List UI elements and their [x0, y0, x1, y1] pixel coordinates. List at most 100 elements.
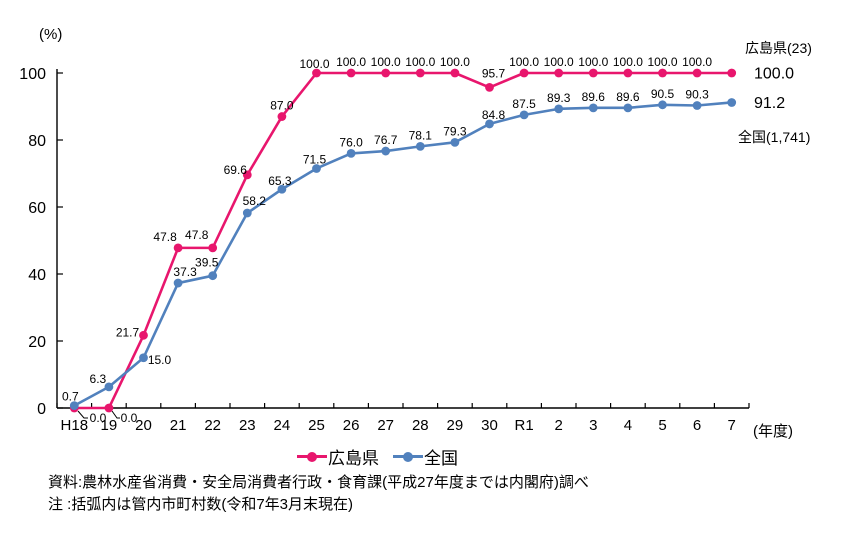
series-marker-1 — [277, 184, 287, 194]
y-axis-unit-label: (%) — [39, 26, 63, 43]
series-marker-0 — [139, 330, 148, 340]
data-label: 0.0 — [121, 411, 138, 425]
data-label: 79.3 — [443, 124, 467, 138]
footnotes: 資料:農林水産省消費・安全局消費者行政・食育課(平成27年度までは内閣府)調べ … — [48, 472, 589, 516]
y-tick-label: 60 — [28, 200, 46, 217]
y-tick-label: 0 — [37, 401, 46, 418]
series-marker-0 — [485, 83, 494, 92]
series-marker-0 — [415, 68, 425, 78]
data-label: 100.0 — [371, 55, 401, 69]
series-marker-1 — [658, 100, 667, 110]
series-marker-0 — [381, 68, 391, 78]
series-marker-1 — [692, 101, 702, 110]
data-label: 89.6 — [616, 90, 640, 104]
data-label: 15.0 — [148, 353, 172, 367]
series-marker-0 — [658, 68, 667, 78]
data-label: 100.0 — [440, 55, 470, 69]
x-tick-label: 6 — [693, 417, 701, 434]
data-label: 100.0 — [647, 55, 677, 69]
series-marker-0 — [623, 68, 633, 78]
data-label: 89.3 — [547, 91, 571, 105]
data-label: 0.0 — [90, 411, 107, 425]
series-line-1 — [73, 101, 734, 407]
series-marker-0 — [588, 68, 598, 78]
series-marker-0 — [312, 68, 321, 78]
series-marker-1 — [588, 103, 598, 113]
final-value-label: 91.2 — [754, 95, 785, 112]
legend-label-hiroshima: 広島県 — [328, 449, 379, 468]
series-marker-0 — [450, 68, 460, 78]
data-label: 87.5 — [512, 97, 536, 111]
data-label: 84.8 — [482, 108, 506, 122]
legend-item-zenkoku: 全国 — [393, 444, 458, 469]
series-marker-0 — [208, 243, 218, 253]
data-label: 37.3 — [173, 265, 197, 279]
series-marker-0 — [277, 112, 287, 121]
series-marker-0 — [173, 243, 183, 253]
series-marker-1 — [519, 110, 529, 120]
data-label: 47.8 — [185, 228, 209, 242]
series-marker-0 — [519, 68, 529, 78]
data-label: 100.0 — [509, 55, 539, 69]
series-marker-1 — [312, 164, 321, 173]
data-label: 100.0 — [578, 55, 608, 69]
data-label: 90.3 — [685, 87, 709, 101]
data-label: 65.3 — [268, 174, 292, 188]
x-tick-label: 26 — [343, 417, 360, 434]
label-leader-line — [111, 410, 120, 419]
series-marker-0 — [104, 403, 114, 413]
data-label: 100.0 — [405, 55, 435, 69]
x-tick-label: 19 — [101, 417, 118, 434]
series-marker-1 — [450, 137, 460, 147]
x-tick-label: 30 — [481, 417, 498, 434]
legend: 広島県 全国 — [297, 444, 458, 469]
series-marker-0 — [727, 68, 737, 78]
x-tick-label: 4 — [624, 417, 632, 434]
data-label: 100.0 — [336, 55, 366, 69]
data-label: 76.7 — [374, 133, 398, 147]
x-axis-unit-label: (年度) — [753, 423, 793, 440]
data-label: 100.0 — [299, 57, 329, 71]
series-marker-0 — [346, 68, 356, 78]
legend-line-marker-icon — [393, 448, 423, 465]
data-label: 100.0 — [613, 55, 643, 69]
x-tick-label: 22 — [204, 417, 221, 434]
count-note: 注 :括弧内は管内市町村数(令和7年3月末現在) — [48, 496, 354, 513]
data-label: 21.7 — [116, 325, 140, 339]
series-marker-1 — [139, 353, 148, 363]
x-tick-label: 28 — [412, 417, 429, 434]
x-tick-label: 21 — [170, 417, 187, 434]
series-marker-1 — [554, 104, 564, 114]
series-marker-1 — [208, 271, 218, 281]
data-label: 100.0 — [682, 55, 712, 69]
series-marker-1 — [485, 119, 494, 129]
x-tick-label: 2 — [555, 417, 563, 434]
data-label: 100.0 — [544, 55, 574, 69]
series-marker-1 — [623, 103, 633, 113]
data-label: 6.3 — [90, 372, 107, 386]
y-tick-label: 20 — [28, 334, 46, 351]
series-annotation-hiroshima: 広島県(23) — [745, 40, 812, 56]
x-tick-label: 23 — [239, 417, 256, 434]
x-tick-label: 5 — [658, 417, 666, 434]
data-label: 95.7 — [482, 66, 506, 80]
x-tick-label: 3 — [589, 417, 597, 434]
y-tick-label: 80 — [28, 133, 46, 150]
x-tick-label: 25 — [308, 417, 325, 434]
x-tick-label: 7 — [728, 417, 736, 434]
label-leader-line — [77, 410, 88, 419]
x-tick-label: 29 — [447, 417, 464, 434]
x-tick-label: 24 — [274, 417, 291, 434]
series-marker-1 — [346, 149, 356, 158]
data-label: 90.5 — [651, 87, 675, 101]
legend-line-marker-icon — [297, 448, 327, 465]
legend-item-hiroshima: 広島県 — [297, 444, 379, 469]
series-marker-1 — [173, 278, 183, 288]
series-marker-1 — [69, 401, 79, 411]
legend-label-zenkoku: 全国 — [424, 449, 458, 468]
series-marker-0 — [554, 68, 564, 78]
source-note: 資料:農林水産省消費・安全局消費者行政・食育課(平成27年度までは内閣府)調べ — [48, 474, 589, 491]
data-label: 47.8 — [153, 230, 177, 244]
series-annotation-zenkoku: 全国(1,741) — [738, 129, 811, 145]
